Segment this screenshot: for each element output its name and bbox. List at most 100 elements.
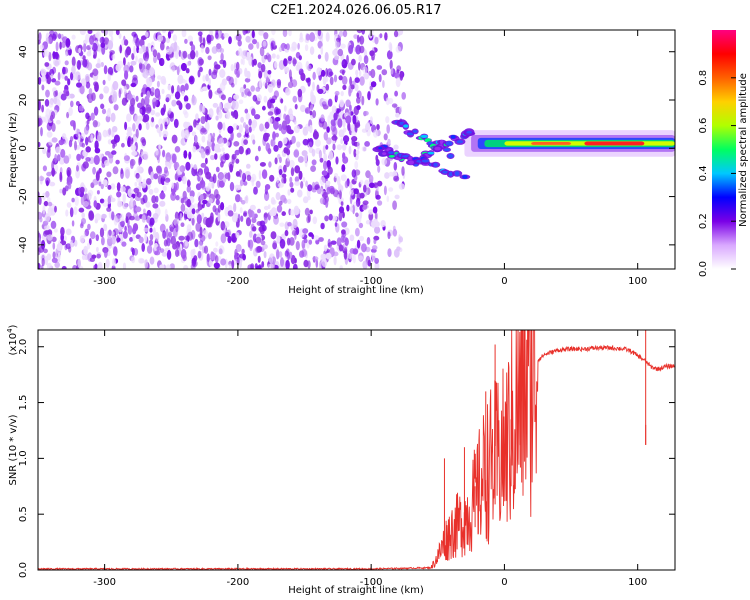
spectrogram-noise-mark: [310, 94, 317, 105]
spectrogram-noise-mark: [243, 139, 249, 146]
spectrogram-noise-mark: [136, 46, 140, 54]
spectrogram-noise-mark: [131, 77, 138, 86]
spectrogram-noise-mark: [92, 68, 99, 77]
spectrogram-noise-mark: [304, 44, 309, 52]
spectrogram-noise-mark: [333, 112, 338, 121]
spectrogram-noise-mark: [93, 200, 98, 208]
spectrogram-noise-mark: [101, 108, 107, 115]
spectrogram-noise-mark: [191, 257, 196, 267]
spectrogram-noise-mark: [348, 145, 352, 155]
spectrogram-noise-mark: [218, 180, 225, 188]
spectrogram-noise-mark: [241, 91, 245, 97]
spectrogram-noise-mark: [301, 150, 308, 157]
spectrogram-noise-mark: [193, 164, 198, 170]
spectrogram-y-tick-label: 20: [18, 94, 29, 107]
snr-y-tick-label: 0.5: [18, 506, 29, 522]
spectrogram-noise-mark: [54, 80, 61, 86]
spectrogram-noise-mark: [239, 197, 243, 203]
spectrogram-noise-mark: [149, 234, 154, 241]
spectrogram-noise-mark: [112, 257, 116, 267]
spectrogram-noise-mark: [217, 148, 222, 153]
spectrogram-noise-mark: [349, 76, 352, 86]
spectrogram-noise-mark: [83, 245, 88, 255]
spectrogram-noise-mark: [42, 147, 47, 155]
spectrogram-noise-mark: [378, 74, 382, 83]
spectrogram-noise-mark: [389, 59, 393, 70]
spectrogram-noise-mark: [215, 44, 222, 53]
spectrogram-noise-mark: [385, 97, 390, 106]
spectrogram-noise-mark: [138, 62, 143, 70]
spectrogram-noise-mark: [349, 181, 353, 189]
colorbar-tick-label: 0.6: [698, 118, 709, 134]
spectrogram-noise-mark: [249, 204, 256, 211]
spectrogram-noise-mark: [336, 109, 340, 114]
spectrogram-noise-mark: [363, 55, 369, 65]
spectrogram-noise-mark: [46, 131, 53, 138]
spectrogram-noise-mark: [125, 46, 132, 56]
spectrogram-noise-mark: [309, 209, 313, 215]
spectrogram-noise-mark: [235, 194, 241, 203]
spectrogram-noise-mark: [175, 249, 180, 257]
spectrogram-noise-mark: [328, 185, 335, 193]
spectrogram-noise-mark: [81, 142, 86, 148]
spectrogram-noise-mark: [334, 90, 340, 96]
spectrogram-noise-mark: [167, 31, 172, 39]
spectrogram-noise-mark: [214, 64, 221, 70]
spectrogram-noise-mark: [193, 203, 198, 208]
spectrogram-noise-mark: [124, 70, 129, 80]
spectrogram-noise-mark: [92, 120, 98, 128]
spectrogram-noise-mark: [40, 127, 43, 137]
spectrogram-noise-mark: [341, 59, 348, 69]
spectrogram-noise-mark: [165, 97, 170, 103]
spectrogram-noise-mark: [54, 205, 57, 213]
spectrogram-noise-mark: [213, 247, 218, 253]
spectrogram-noise-mark: [389, 42, 393, 52]
spectrogram-noise-mark: [44, 230, 51, 235]
spectrogram-noise-mark: [399, 70, 404, 81]
spectrogram-y-tick-label: -40: [18, 237, 29, 253]
spectrogram-noise-mark: [286, 154, 290, 162]
spectrogram-noise-mark: [331, 135, 338, 141]
spectrogram-noise-mark: [398, 183, 405, 190]
spectrogram-noise-mark: [358, 255, 364, 261]
spectrogram-noise-mark: [220, 94, 226, 101]
spectrogram-noise-mark: [201, 135, 206, 143]
spectrogram-noise-mark: [374, 211, 378, 221]
spectrogram-noise-mark: [326, 137, 332, 145]
spectrogram-noise-mark: [256, 245, 263, 253]
spectrogram-noise-mark: [206, 253, 210, 263]
spectrogram-noise-mark: [201, 212, 205, 219]
spectrogram-noise-mark: [304, 107, 311, 114]
spectrogram-noise-mark: [39, 217, 43, 223]
spectrogram-noise-mark: [139, 258, 145, 264]
spectrogram-noise-mark: [245, 30, 251, 34]
spectrogram-noise-mark: [276, 81, 281, 89]
spectrogram-noise-mark: [394, 90, 398, 97]
spectrogram-noise-mark: [113, 215, 118, 226]
spectrogram-noise-mark: [218, 111, 223, 119]
spectrogram-noise-mark: [155, 195, 159, 203]
spectrogram-noise-mark: [98, 167, 102, 174]
spectrogram-noise-mark: [154, 250, 161, 256]
spectrogram-noise-mark: [74, 71, 81, 81]
spectrogram-noise-mark: [286, 237, 291, 246]
spectrogram-noise-mark: [162, 30, 167, 34]
spectrogram-noise-mark: [251, 30, 255, 39]
spectrogram-noise-mark: [210, 154, 215, 161]
spectrogram-noise-mark: [293, 119, 297, 125]
spectrogram-noise-mark: [239, 253, 246, 259]
spectrogram-noise-mark: [352, 204, 355, 215]
spectrogram-noise-mark: [249, 230, 253, 238]
spectrogram-noise-mark: [186, 198, 191, 208]
spectrogram-noise-mark: [388, 187, 394, 192]
spectrogram-noise-mark: [65, 38, 71, 48]
spectrogram-noise-mark: [95, 63, 101, 69]
spectrogram-noise-mark: [167, 84, 172, 91]
spectrogram-noise-mark: [144, 31, 149, 38]
spectrogram-noise-mark: [234, 62, 237, 71]
spectrogram-noise-mark: [272, 242, 277, 250]
spectrogram-noise-mark: [356, 141, 360, 150]
spectrogram-noise-mark: [214, 153, 218, 160]
spectrogram-noise-mark: [115, 63, 122, 72]
spectrogram-noise-mark: [45, 177, 51, 186]
